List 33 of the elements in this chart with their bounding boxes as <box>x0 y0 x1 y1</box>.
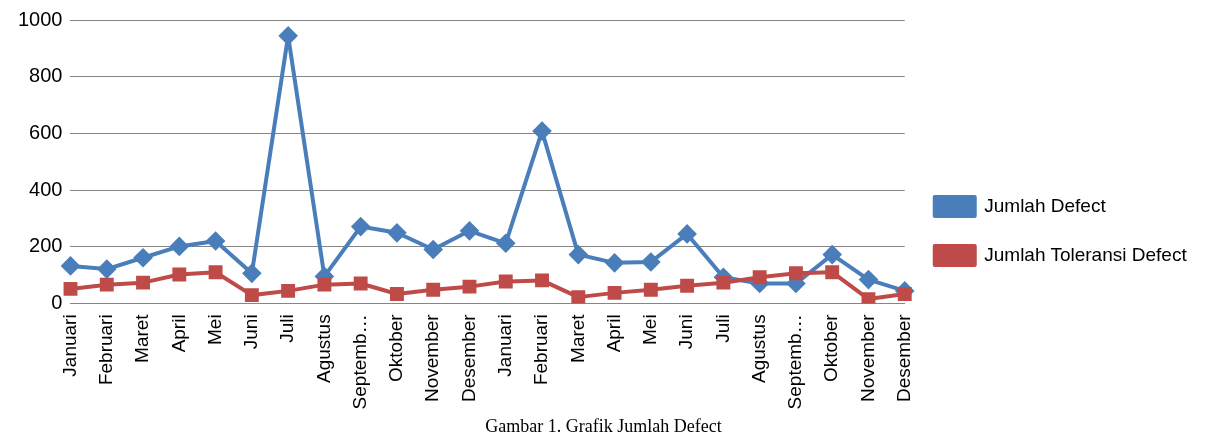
x-tick-label: Agustus <box>312 314 334 384</box>
x-tick-label: Juli <box>276 314 298 343</box>
y-tick-label: 800 <box>29 64 63 87</box>
x-tick-label: Juni <box>675 314 697 350</box>
y-tick-label: 0 <box>51 290 63 313</box>
x-tick-label: April <box>167 314 189 353</box>
x-tick-label: Maret <box>131 313 153 363</box>
y-tick-label: 600 <box>29 120 63 143</box>
x-tick-label: Februari <box>95 314 116 386</box>
x-tick-label: Januari <box>58 314 80 377</box>
x-tick-label: Septemb… <box>784 314 806 410</box>
x-tick-label: Januari <box>493 314 515 377</box>
x-tick-label: Oktober <box>820 313 842 382</box>
x-tick-label: Mei <box>203 314 225 345</box>
text: Gambar 1. Grafik Jumlah Defect <box>485 415 722 436</box>
x-tick-label: Septemb… <box>348 314 370 410</box>
x-tick-label: Juni <box>240 314 262 350</box>
y-tick-label: 400 <box>29 177 63 200</box>
y-tick-label: 1000 <box>17 7 63 30</box>
x-tick-label: Juli <box>711 314 733 343</box>
legend-label: Jumlah Defect <box>984 194 1107 216</box>
x-tick-label: November <box>856 313 878 403</box>
x-tick-label: Desember <box>892 313 914 403</box>
x-tick-label: Maret <box>566 313 588 363</box>
x-tick-label: Agustus <box>747 314 769 384</box>
x-tick-label: Desember <box>457 313 479 403</box>
x-tick-label: Mei <box>639 314 661 345</box>
y-tick-label: 200 <box>29 234 63 257</box>
x-tick-label: April <box>602 314 624 353</box>
x-tick-label: Februari <box>530 314 552 386</box>
x-tick-label: Oktober <box>385 313 407 382</box>
legend-label: Jumlah Toleransi Defect <box>984 243 1188 265</box>
x-tick-label: November <box>421 313 443 403</box>
